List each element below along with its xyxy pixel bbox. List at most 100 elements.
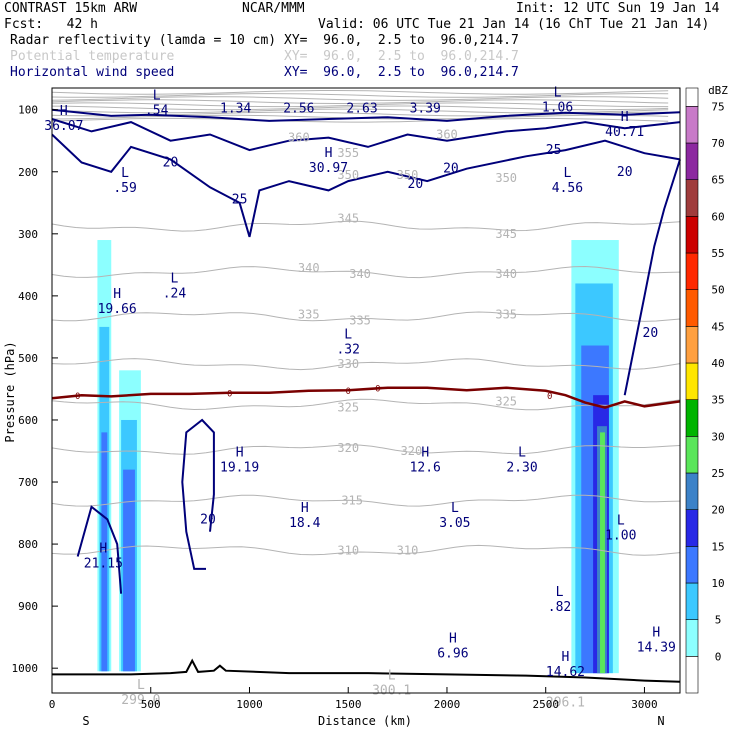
freezing-level-labels: 0 0 0 0 0: [75, 385, 552, 402]
extremum-marker: H: [60, 104, 68, 119]
colorbar-label: 60: [711, 210, 724, 223]
extremum-value: 14.62: [546, 665, 585, 680]
extremum-value: 4.56: [552, 181, 583, 196]
wind-contour: [51, 133, 681, 238]
freezing-level-label: 0: [346, 387, 351, 397]
reflectivity-cell: [101, 432, 108, 672]
colorbar-label: 40: [711, 357, 724, 370]
colorbar-swatch: [685, 472, 699, 510]
theta-label: 310: [337, 543, 359, 557]
theta-contour: [51, 358, 681, 371]
wind-contour: [181, 418, 215, 570]
y-tick-label: 200: [18, 166, 38, 179]
extremum-value: .32: [336, 342, 359, 357]
theta-label: 350: [337, 168, 359, 182]
theta-label: 310: [397, 543, 419, 557]
theta-contour: [51, 96, 669, 101]
theta-label: 335: [298, 307, 320, 321]
extremum-marker: H: [652, 625, 660, 640]
theta-label: 350: [495, 171, 517, 185]
y-tick-label: 300: [18, 228, 38, 241]
reflectivity-fills: [97, 240, 619, 674]
colorbar-label: 0: [715, 650, 722, 663]
wind-label: 25: [546, 143, 562, 158]
colorbar-label: 45: [711, 320, 724, 333]
y-tick-label: 700: [18, 476, 38, 489]
theta-label: 345: [495, 227, 517, 241]
theta-contour: [51, 93, 669, 98]
freezing-level-line: [51, 386, 681, 409]
y-tick-label: 900: [18, 600, 38, 613]
extremum-marker: L: [564, 166, 572, 181]
extremum-marker: L: [556, 585, 564, 600]
colorbar-swatch: [685, 582, 699, 620]
theta-label: 330: [337, 357, 359, 371]
y-tick-label: 800: [18, 538, 38, 551]
plot-frame: [51, 87, 681, 694]
wind-label: 20: [617, 165, 633, 180]
wind-contour: [51, 108, 681, 122]
colorbar-label: 65: [711, 174, 724, 187]
colorbar-swatch: [685, 399, 699, 437]
model-name: CONTRAST 15km ARW: [4, 1, 138, 16]
extremum-value: 2.63: [346, 101, 377, 116]
theta-label: 335: [349, 314, 371, 328]
extremum-marker: L: [388, 669, 396, 684]
terrain-line: [52, 658, 681, 683]
theta-contour: [51, 220, 681, 232]
reflectivity-cell: [600, 432, 605, 674]
theta-label: 325: [495, 394, 517, 408]
x-end-south: S: [82, 714, 89, 728]
freezing-level-label: 0: [547, 392, 552, 402]
x-tick-label: 1500: [335, 698, 362, 711]
extremum-marker: H: [99, 541, 107, 556]
extremum-value: 12.6: [410, 460, 441, 475]
wind-label: 25: [232, 193, 248, 208]
theta-contour: [51, 311, 681, 322]
theta-contour: [51, 265, 681, 279]
field-wind: Horizontal wind speed: [10, 65, 175, 80]
wind-label: 20: [163, 155, 179, 170]
extremum-marker: L: [344, 327, 352, 342]
extremum-value: .54: [145, 104, 169, 119]
valid-time: Valid: 06 UTC Tue 21 Jan 14 (16 ChT Tue …: [318, 17, 710, 32]
colorbar-swatch: [685, 289, 699, 327]
extremum-value: 3.05: [439, 516, 470, 531]
colorbar-swatch: [685, 362, 699, 400]
colorbar-label: 10: [711, 577, 724, 590]
extremum-marker: H: [449, 631, 457, 646]
wind-label: 20: [643, 326, 659, 341]
extremum-value: 18.4: [289, 516, 320, 531]
wind-label: 20: [200, 512, 216, 527]
theta-contour: [51, 398, 681, 411]
extremum-value: 6.96: [437, 646, 468, 661]
extremum-marker: H: [562, 650, 570, 665]
extremum-marker: L: [617, 514, 625, 529]
x-end-north: N: [657, 714, 664, 728]
center-name: NCAR/MMM: [242, 1, 305, 16]
theta-label: 340: [298, 261, 320, 275]
y-tick-label: 500: [18, 352, 38, 365]
colorbar: 0 5 10 15 20 25 30 35 40 45 50 55 60 65 70 75 dBZ: [685, 84, 728, 694]
theta-label: 320: [337, 441, 359, 455]
freezing-level-label: 0: [375, 385, 380, 395]
x-tick-label: 0: [49, 698, 56, 711]
theta-contour: [51, 444, 681, 455]
extremum-value: 30.97: [309, 161, 348, 176]
extremum-marker: H: [301, 501, 309, 516]
x-tick-label: 1000: [236, 698, 263, 711]
y-tick-label: 1000: [12, 662, 39, 675]
extremum-value: 3.39: [410, 101, 441, 116]
colorbar-swatch: [685, 656, 699, 694]
field-reflectivity-xy: XY= 96.0, 2.5 to 96.0,214.7: [284, 33, 519, 48]
theta-label: 335: [495, 307, 517, 321]
colorbar-label: 5: [715, 614, 722, 627]
theta-contour: [51, 494, 681, 507]
x-tick-label: 2000: [434, 698, 461, 711]
theta-label: 355: [337, 146, 359, 160]
extremum-value: 21.15: [84, 556, 123, 571]
colorbar-swatch: [685, 252, 699, 290]
extremum-marker: H: [421, 445, 429, 460]
extremum-marker: H: [325, 146, 333, 161]
